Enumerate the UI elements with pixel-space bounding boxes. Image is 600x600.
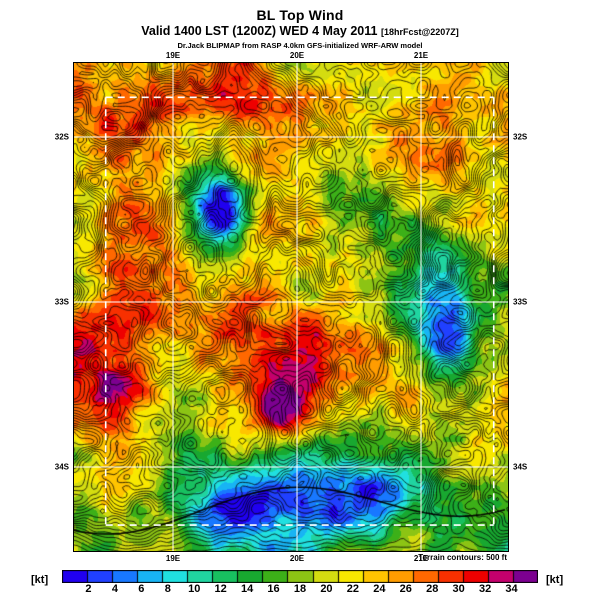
terrain-contour-note: Terrain contours: 500 ft — [418, 553, 507, 562]
lat-tick-left: 33S — [54, 297, 69, 307]
lon-tick-top: 20E — [289, 51, 305, 60]
valid-time-text: Valid 1400 LST (1200Z) WED 4 May 2011 — [141, 24, 378, 38]
colorbar-gradient — [62, 570, 538, 583]
page-title: BL Top Wind — [256, 7, 344, 23]
colorbar-tick-labels: 2 4 6 8 10 12 14 16 18 20 22 24 26 28 30 32 34 — [62, 583, 538, 599]
lon-tick-bottom: 19E — [165, 554, 181, 563]
forecast-stamp: [18hrFcst@2207Z] — [380, 27, 459, 37]
lat-tick-right: 34S — [513, 462, 528, 472]
colorbar-tick: 28 — [426, 583, 439, 595]
lat-tick-right: 33S — [513, 297, 528, 307]
colorbar-tick: 30 — [452, 583, 465, 595]
lat-tick-left: 32S — [54, 132, 69, 142]
colorbar-tick: 4 — [111, 583, 118, 595]
lon-tick-bottom: 21E — [413, 554, 429, 563]
valid-time-subtitle: Valid 1400 LST (1200Z) WED 4 May 2011 [1… — [0, 24, 600, 40]
colorbar-tick: 14 — [240, 583, 254, 595]
colorbar-tick: 34 — [505, 583, 518, 595]
lon-tick-top: 19E — [165, 51, 181, 60]
colorbar-tick: 12 — [214, 583, 227, 595]
colorbar-tick: 18 — [293, 583, 307, 595]
header: BL Top Wind Valid 1400 LST (1200Z) WED 4… — [0, 0, 600, 51]
wind-field-heatmap[interactable] — [73, 62, 509, 552]
colorbar-tick: 24 — [373, 583, 386, 595]
colorbar-unit-left: [kt] — [31, 574, 49, 586]
map-panel[interactable]: Terrain contours: 500 ft 19E 19E 20E 20E 21E… — [55, 51, 527, 563]
model-credit: Dr.Jack BLIPMAP from RASP 4.0km GFS-init… — [177, 41, 423, 50]
colorbar-tick: 2 — [85, 583, 92, 595]
lat-tick-right: 32S — [513, 132, 528, 142]
colorbar-tick: 16 — [267, 583, 280, 595]
colorbar-tick: 8 — [164, 583, 171, 595]
colorbar-tick: 6 — [138, 583, 145, 595]
colorbar-panel: [kt] 2 4 6 8 10 12 14 16 18 20 22 24 26 28 30 32 34 [kt] — [0, 566, 600, 600]
colorbar-tick: 22 — [346, 583, 359, 595]
lon-tick-bottom: 20E — [289, 554, 305, 563]
colorbar-tick: 10 — [188, 583, 201, 595]
lat-tick-left: 34S — [54, 462, 69, 472]
colorbar-tick: 32 — [478, 583, 492, 595]
colorbar-tick: 26 — [399, 583, 412, 595]
colorbar-tick: 20 — [320, 583, 333, 595]
colorbar-unit-right: [kt] — [546, 574, 564, 586]
lon-tick-top: 21E — [413, 51, 429, 60]
